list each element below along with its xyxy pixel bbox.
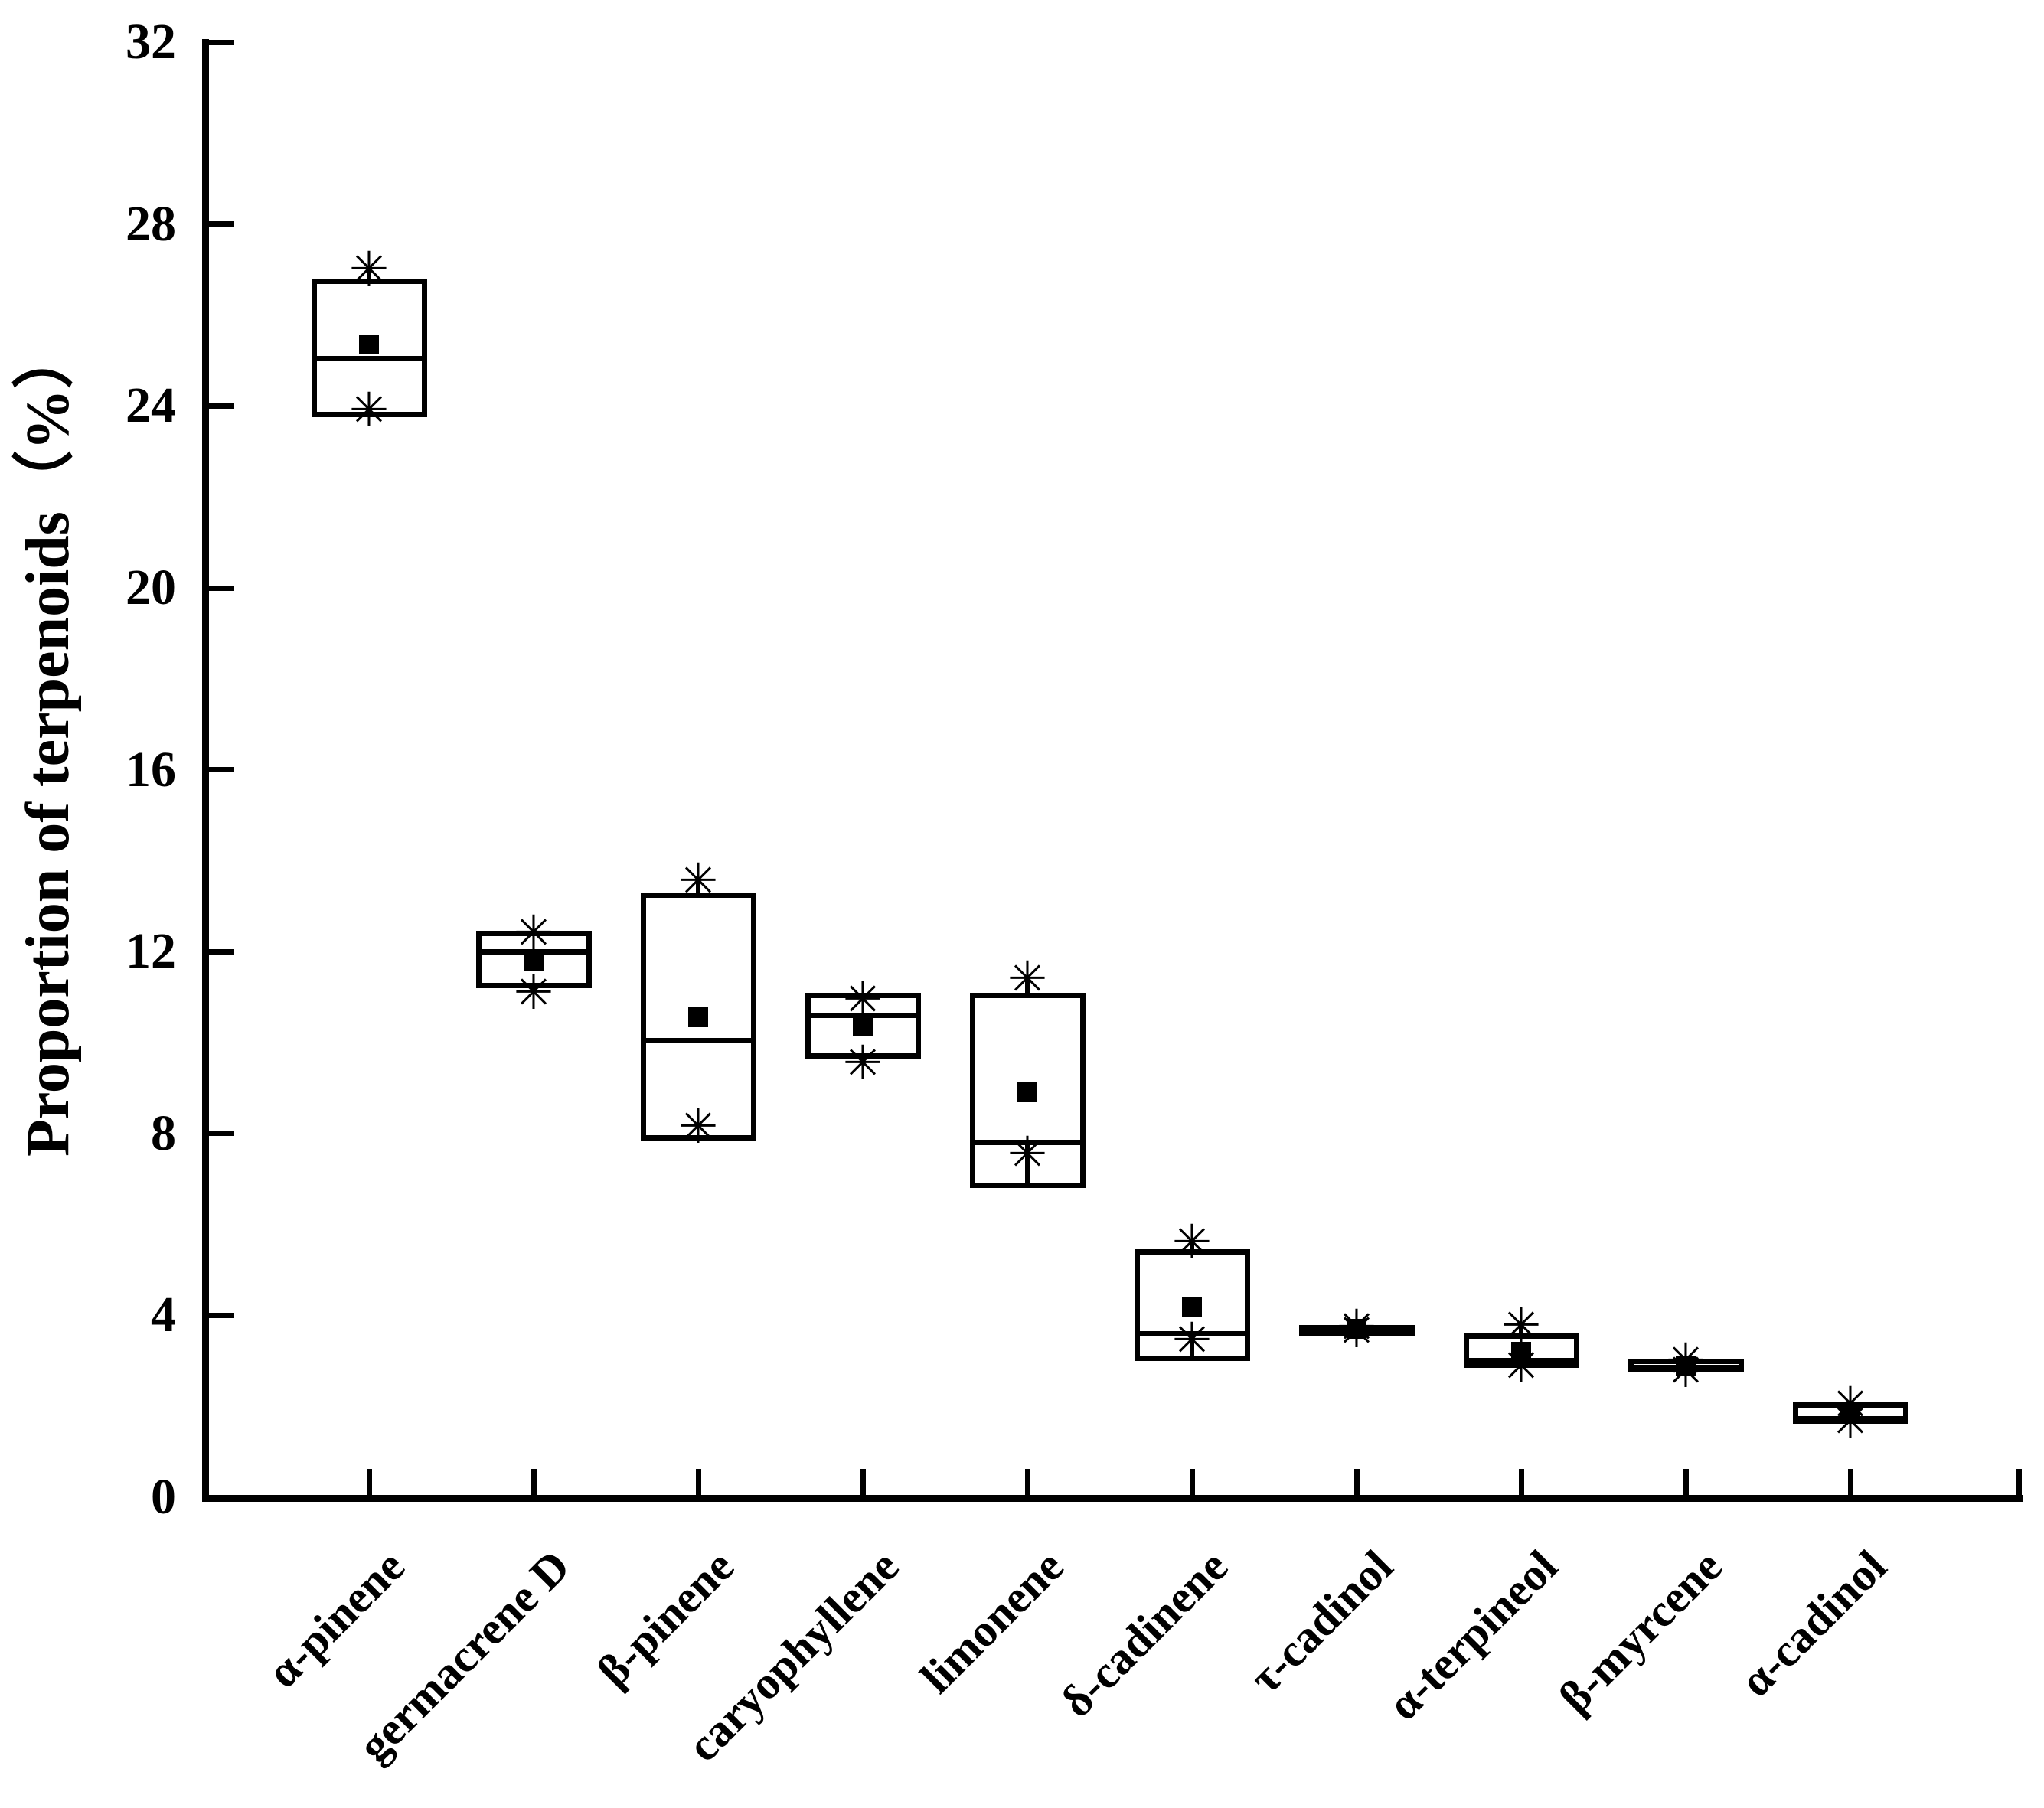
star-marker-low: ✳︎ — [514, 964, 553, 1020]
star-marker-high: ✳︎ — [349, 241, 389, 298]
y-tick-label: 12 — [126, 923, 176, 980]
median-line — [969, 1140, 1086, 1146]
y-tick-label: 20 — [126, 560, 176, 615]
x-tick — [1024, 1469, 1030, 1498]
whisker-high — [1025, 978, 1030, 993]
y-tick-label: 16 — [126, 741, 176, 798]
mean-marker — [1676, 1355, 1696, 1376]
y-tick — [205, 1494, 234, 1500]
whisker-high — [1519, 1326, 1523, 1334]
x-tick — [531, 1469, 537, 1498]
whisker-inner — [1190, 1340, 1194, 1361]
box-plot-box — [640, 892, 756, 1141]
x-tick — [1353, 1469, 1360, 1498]
y-tick-label: 32 — [126, 14, 176, 70]
y-tick-label: 4 — [151, 1287, 176, 1343]
median-line — [1134, 1330, 1250, 1336]
whisker-inner — [1025, 1142, 1030, 1189]
x-tick — [1847, 1469, 1853, 1498]
y-tick — [205, 1312, 234, 1318]
x-tick — [695, 1469, 701, 1498]
mean-marker — [1182, 1296, 1202, 1317]
star-marker-high: ✳︎ — [1501, 1297, 1541, 1354]
y-tick-label: 8 — [151, 1105, 176, 1161]
y-tick — [205, 767, 234, 773]
x-category-label: τ-cadinol — [1239, 1540, 1402, 1704]
x-tick — [1189, 1469, 1195, 1498]
whisker-high — [1190, 1242, 1194, 1250]
y-tick-label: 24 — [126, 377, 176, 434]
star-marker-low: ✳︎ — [1172, 1312, 1212, 1369]
star-marker-low: ✳︎ — [678, 1098, 718, 1154]
whisker-high — [696, 881, 700, 893]
star-marker-high: ✳︎ — [678, 853, 718, 909]
x-tick — [366, 1469, 372, 1498]
y-tick — [205, 403, 234, 409]
star-marker-high: ✳︎ — [514, 905, 553, 961]
box-plot-box — [311, 279, 427, 418]
x-tick — [860, 1469, 866, 1498]
y-tick — [205, 39, 234, 45]
x-axis-end-cap — [2016, 1469, 2022, 1498]
mean-marker — [1840, 1402, 1860, 1422]
box-plot-box — [805, 992, 921, 1059]
star-marker-low: ✳︎ — [349, 382, 389, 439]
mean-marker — [359, 335, 379, 355]
star-marker-high: ✳︎ — [1172, 1214, 1212, 1271]
star-marker-high: ✳︎ — [1007, 950, 1047, 1007]
y-tick — [205, 585, 234, 591]
y-tick — [205, 1131, 234, 1137]
mean-marker — [853, 1017, 873, 1037]
mean-marker — [1347, 1319, 1366, 1340]
box-plot-box — [475, 931, 592, 988]
box-plot-box — [969, 992, 1086, 1189]
mean-marker — [524, 951, 544, 971]
x-category-label: α-cadinol — [1729, 1540, 1896, 1707]
star-marker-low: ✳︎ — [843, 1034, 883, 1091]
x-tick — [1683, 1469, 1689, 1498]
x-category-label: β-myrcene — [1549, 1540, 1732, 1723]
y-tick-label: 0 — [151, 1469, 176, 1525]
median-line — [805, 1012, 921, 1018]
mean-marker — [1511, 1341, 1531, 1362]
y-tick — [205, 221, 234, 227]
box-plot-box — [1134, 1249, 1250, 1361]
y-tick-label: 28 — [126, 195, 176, 252]
x-category-label: α-pinene — [257, 1540, 415, 1698]
x-category-label: δ-cadinene — [1051, 1540, 1238, 1727]
x-axis-line — [201, 1494, 2023, 1502]
y-tick — [205, 948, 234, 955]
mean-marker — [688, 1007, 708, 1028]
x-category-label: limonene — [910, 1540, 1073, 1703]
x-category-label: β-pinene — [587, 1540, 744, 1697]
whisker-low — [860, 1058, 865, 1063]
box-plot-box — [1463, 1333, 1579, 1369]
x-category-label: α-terpineol — [1377, 1540, 1567, 1730]
star-marker-high: ✳︎ — [843, 971, 883, 1027]
x-tick — [1518, 1469, 1524, 1498]
median-line — [640, 1037, 756, 1043]
whisker-low — [531, 987, 536, 993]
whisker-high — [367, 269, 371, 279]
star-marker-low: ✳︎ — [1007, 1125, 1047, 1182]
mean-marker — [1017, 1082, 1037, 1103]
median-line — [311, 355, 427, 361]
